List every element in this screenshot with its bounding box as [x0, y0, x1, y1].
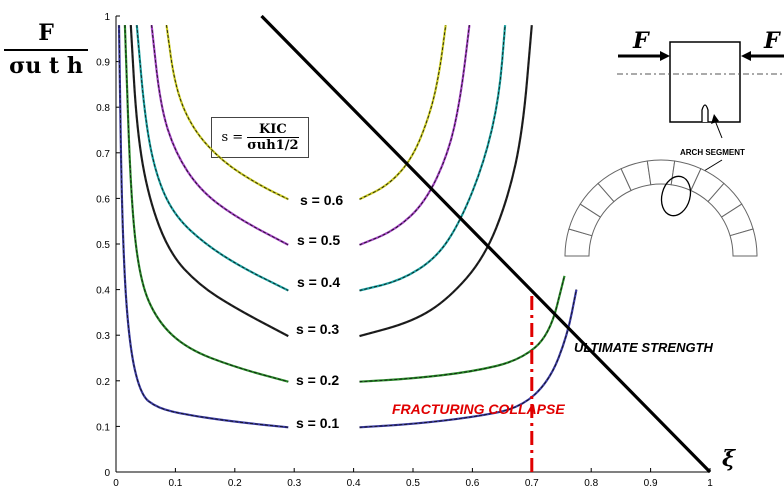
y-axis-label: F σu t h [4, 20, 88, 79]
overlay [260, 14, 712, 474]
x-tick-label: 0 [113, 478, 119, 489]
label-s-0.3: s = 0.3 [296, 321, 339, 337]
y-tick-label: 0.2 [96, 377, 110, 388]
series-right-branch [359, 25, 533, 338]
y-tick-label: 0.9 [96, 58, 110, 69]
y-axis-label-numerator: F [4, 20, 88, 51]
y-tick-label: 0.6 [96, 194, 110, 205]
series-left-branch [135, 25, 289, 292]
x-tick-label: 0.8 [584, 478, 598, 489]
series-left-dashed [136, 25, 289, 291]
series-right-branch [359, 25, 507, 292]
ultimate-strength-line [260, 14, 712, 474]
x-tick-label: 0.6 [465, 478, 479, 489]
series-right-dashed [359, 25, 470, 246]
fracturing-collapse-label: FRACTURING COLLAPSE [392, 401, 565, 417]
label-s-0.5: s = 0.5 [297, 232, 340, 248]
formula-box: s = KIC σuh1/2 [211, 117, 309, 158]
y-tick-label: 0.3 [96, 331, 110, 342]
label-s-0.1: s = 0.1 [296, 415, 339, 431]
y-tick-label: 1 [104, 12, 110, 23]
x-tick-label: 1 [707, 478, 713, 489]
force-label-left: F [632, 28, 650, 54]
series-left-branch [150, 24, 289, 246]
formula-denominator: σuh1/2 [247, 138, 299, 153]
callout-arrowhead [711, 114, 719, 124]
arch-segment-label: ARCH SEGMENT [680, 148, 745, 157]
series-right-branch [359, 24, 447, 201]
series-left-dashed [124, 25, 289, 383]
series-right-dashed [359, 289, 577, 428]
y-tick-label: 0.1 [96, 422, 110, 433]
curves [117, 24, 578, 429]
label-s-0.6: s = 0.6 [300, 192, 343, 208]
x-tick-label: 0.9 [644, 478, 658, 489]
y-axis-label-denominator: σu t h [9, 53, 83, 79]
x-tick-label: 0.1 [168, 478, 182, 489]
series-left-branch [129, 25, 289, 338]
label-s-0.2: s = 0.2 [296, 372, 339, 388]
y-tick-label: 0.8 [96, 103, 110, 114]
ultimate-strength-label: ULTIMATE STRENGTH [574, 340, 714, 355]
x-tick-label: 0.5 [406, 478, 420, 489]
x-tick-label: 0.2 [228, 478, 242, 489]
y-tick-label: 0.4 [96, 286, 110, 297]
series-left-branch [123, 25, 289, 383]
notch-crack [701, 104, 709, 122]
series-left-branch [117, 25, 289, 429]
arch-voussoir [646, 159, 676, 186]
force-arrowhead-right [741, 51, 751, 61]
arch-voussoir [729, 228, 758, 257]
axes: 0 0.1 0.2 0.3 0.4 0.5 0.6 0.7 0.8 0.9 1 0 0.1 0.2 0.3 0… [96, 12, 713, 489]
arch-highlight-ellipse [660, 175, 692, 217]
series-right-dashed [359, 25, 533, 337]
formula-numerator: KIC [247, 122, 299, 138]
series-left-dashed [166, 25, 289, 200]
y-tick-label: 0.7 [96, 149, 110, 160]
y-tick-label: 0 [104, 468, 110, 479]
series-right-dashed [359, 275, 565, 383]
x-tick-label: 0.3 [287, 478, 301, 489]
force-label-right: F [763, 28, 781, 54]
series-left-dashed [118, 25, 289, 428]
arch-inset: F F ARCH SEGMENT [564, 28, 784, 257]
series-right-dashed [359, 25, 506, 291]
x-tick-label: 0.7 [525, 478, 539, 489]
arch-drawing [564, 159, 758, 257]
formula-fraction: KIC σuh1/2 [247, 122, 299, 153]
formula-lhs: s = [221, 130, 244, 145]
y-tick-label: 0.5 [96, 240, 110, 251]
x-tick-label: 0.4 [347, 478, 361, 489]
series-right-dashed [359, 25, 447, 200]
x-axis-symbol: ξ [722, 446, 736, 472]
force-arrowhead-left [660, 51, 670, 61]
label-s-0.4: s = 0.4 [297, 274, 340, 290]
series-left-branch [165, 24, 289, 201]
series-left-dashed [130, 25, 289, 337]
